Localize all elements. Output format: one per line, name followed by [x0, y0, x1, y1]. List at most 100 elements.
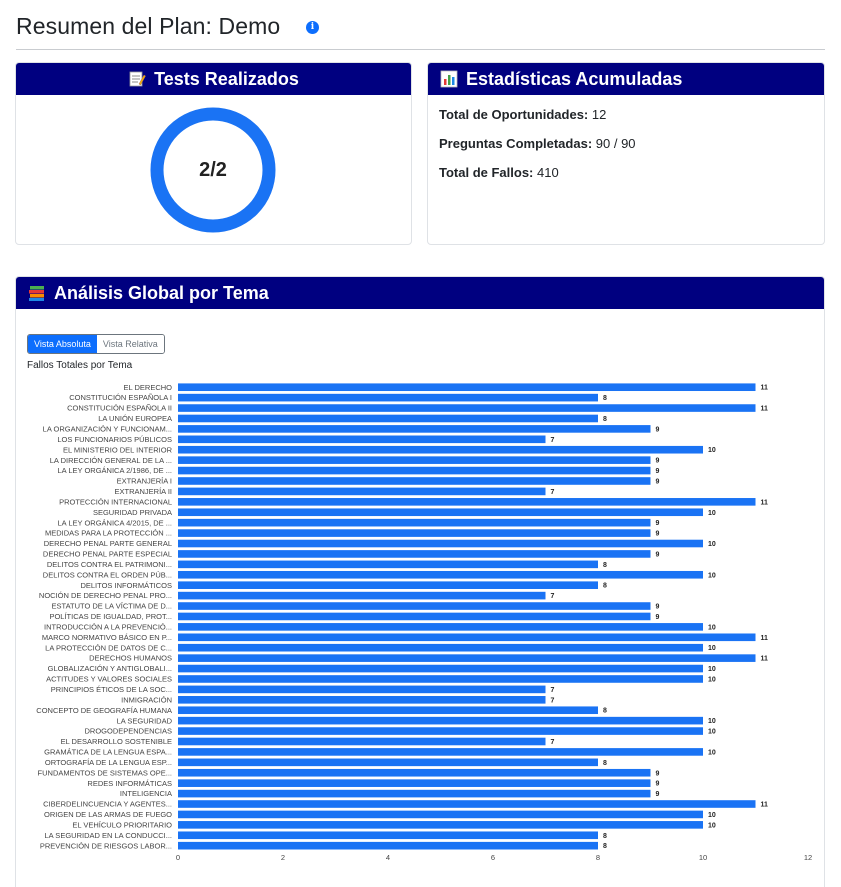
bar[interactable] — [178, 383, 756, 392]
bar[interactable] — [178, 841, 598, 850]
absolute-view-button[interactable]: Vista Absoluta — [28, 335, 97, 353]
bar-value-label: 11 — [761, 385, 769, 392]
category-label: EL DERECHO — [124, 383, 173, 392]
stats-list: Total de Oportunidades: 12 Preguntas Com… — [439, 107, 636, 194]
category-label: LA UNIÓN EUROPEA — [98, 414, 172, 423]
bar[interactable] — [178, 675, 703, 683]
chart-title: Fallos Totales por Tema — [27, 360, 133, 371]
category-label: EL MINISTERIO DEL INTERIOR — [63, 445, 173, 454]
bar[interactable] — [178, 466, 651, 475]
category-label: DROGODEPENDENCIAS — [84, 727, 172, 736]
bar-value-label: 10 — [708, 447, 716, 454]
bar-value-label: 10 — [708, 572, 716, 579]
bar-value-label: 10 — [708, 510, 716, 517]
category-label: GLOBALIZACIÓN Y ANTIGLOBALI... — [48, 664, 172, 673]
bar[interactable] — [178, 779, 651, 787]
bar-value-label: 8 — [603, 760, 607, 767]
bar[interactable] — [178, 570, 703, 579]
bar[interactable] — [178, 821, 703, 829]
bar[interactable] — [178, 414, 598, 423]
stat-value: 12 — [591, 107, 607, 122]
bar[interactable] — [178, 445, 703, 454]
donut-progress — [150, 107, 276, 233]
x-tick-label: 12 — [804, 853, 812, 862]
bar[interactable] — [178, 456, 651, 464]
bar[interactable] — [178, 685, 546, 694]
bar-value-label: 10 — [708, 645, 716, 652]
category-label: INMIGRACIÓN — [121, 695, 172, 704]
category-label: PRINCIPIOS ÉTICOS DE LA SOC... — [51, 685, 172, 694]
bar-value-label: 9 — [656, 781, 660, 788]
bar-value-label: 9 — [656, 770, 660, 777]
bar[interactable] — [178, 498, 756, 506]
bar[interactable] — [178, 508, 703, 517]
category-label: LA SEGURIDAD — [117, 716, 173, 725]
category-label: CONSTITUCIÓN ESPAÑOLA II — [67, 404, 172, 413]
bar[interactable] — [178, 748, 703, 756]
bar[interactable] — [178, 539, 703, 548]
bar[interactable] — [178, 623, 703, 631]
category-label: SEGURIDAD PRIVADA — [93, 508, 172, 517]
bar[interactable] — [178, 696, 546, 704]
bar[interactable] — [178, 477, 651, 485]
bar-value-label: 9 — [656, 614, 660, 621]
relative-view-button[interactable]: Vista Relativa — [96, 335, 164, 353]
bar[interactable] — [178, 643, 703, 652]
bar[interactable] — [178, 727, 703, 735]
bar[interactable] — [178, 654, 756, 662]
category-label: ACTITUDES Y VALORES SOCIALES — [46, 675, 172, 684]
analysis-card-title: Análisis Global por Tema — [54, 283, 269, 303]
category-label: ORIGEN DE LAS ARMAS DE FUEGO — [44, 810, 172, 819]
stat-label: Preguntas Completadas: — [439, 136, 593, 151]
analysis-card-header: Análisis Global por Tema — [16, 277, 824, 309]
bar[interactable] — [178, 706, 598, 715]
bar[interactable] — [178, 529, 651, 537]
bar[interactable] — [178, 612, 651, 621]
bar[interactable] — [178, 425, 651, 433]
bar-value-label: 8 — [603, 562, 607, 569]
bar-value-label: 11 — [761, 406, 769, 413]
bar[interactable] — [178, 800, 756, 808]
info-icon[interactable]: i — [306, 21, 319, 34]
bar[interactable] — [178, 560, 598, 569]
bar[interactable] — [178, 393, 598, 402]
bar-value-label: 10 — [708, 624, 716, 631]
books-icon — [29, 286, 44, 301]
bar-value-label: 8 — [603, 833, 607, 840]
bar[interactable] — [178, 435, 546, 444]
bar[interactable] — [178, 633, 756, 642]
bar-value-label: 9 — [656, 468, 660, 475]
bar[interactable] — [178, 789, 651, 798]
category-label: PREVENCIÓN DE RIESGOS LABOR... — [40, 841, 172, 850]
bar[interactable] — [178, 581, 598, 589]
category-label: MEDIDAS PARA LA PROTECCIÓN ... — [45, 529, 172, 538]
bar-value-label: 7 — [551, 697, 555, 704]
bar[interactable] — [178, 664, 703, 673]
bar[interactable] — [178, 591, 546, 600]
bar[interactable] — [178, 404, 756, 412]
stat-value: 410 — [537, 165, 559, 180]
x-tick-label: 4 — [386, 853, 390, 862]
page-header: Resumen del Plan: Demo i — [16, 12, 825, 50]
bar[interactable] — [178, 716, 703, 725]
bar[interactable] — [178, 518, 651, 527]
category-label: NOCIÓN DE DERECHO PENAL PRO... — [39, 591, 172, 600]
category-label: CONCEPTO DE GEOGRAFÍA HUMANA — [36, 706, 172, 715]
x-tick-label: 2 — [281, 853, 285, 862]
bar-value-label: 9 — [656, 426, 660, 433]
bar[interactable] — [178, 737, 546, 746]
bar[interactable] — [178, 758, 598, 767]
bar[interactable] — [178, 550, 651, 558]
bar-value-label: 9 — [656, 531, 660, 538]
category-label: LA LEY ORGÁNICA 4/2015, DE ... — [57, 518, 172, 527]
category-label: EXTRANJERÍA I — [117, 477, 172, 486]
bar[interactable] — [178, 602, 651, 610]
bar[interactable] — [178, 831, 598, 840]
bar[interactable] — [178, 768, 651, 777]
category-label: MARCO NORMATIVO BÁSICO EN P... — [42, 633, 172, 642]
bar[interactable] — [178, 810, 703, 819]
category-label: DERECHOS HUMANOS — [89, 654, 172, 663]
bar[interactable] — [178, 487, 546, 496]
bar-value-label: 7 — [551, 687, 555, 694]
category-label: CIBERDELINCUENCIA Y AGENTES... — [43, 800, 172, 809]
